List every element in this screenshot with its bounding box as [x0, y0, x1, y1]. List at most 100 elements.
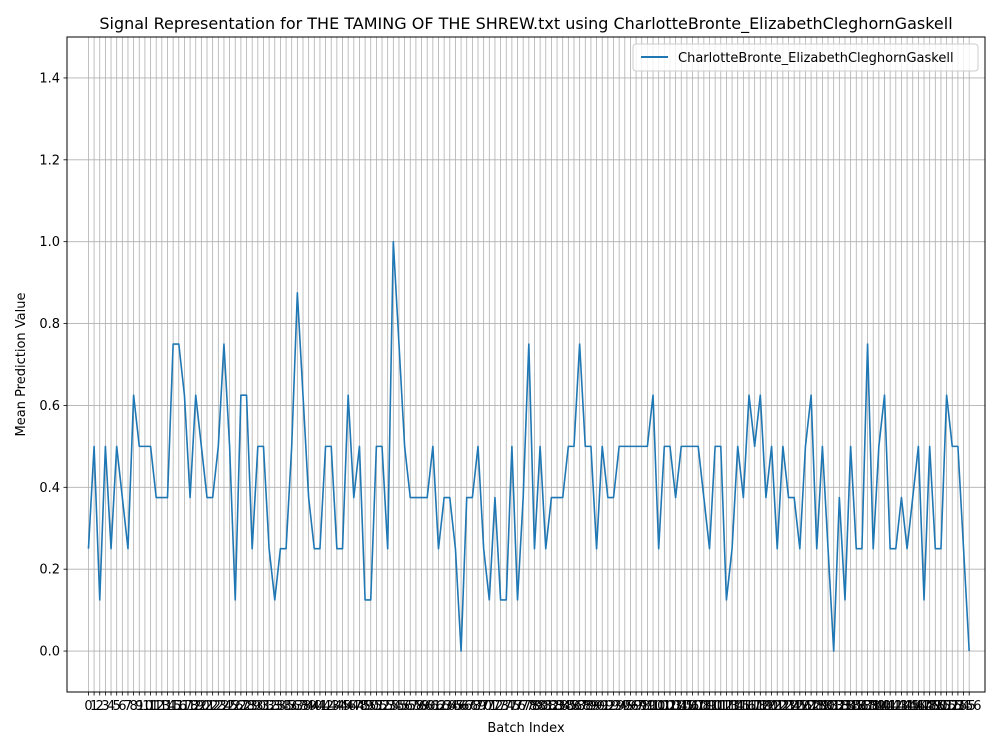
- x-tick-label: 134: [833, 699, 858, 714]
- x-tick-label: 124: [776, 699, 801, 714]
- x-tick-label: 30: [250, 699, 267, 714]
- x-tick-label: 121: [759, 699, 784, 714]
- x-tick-label: 103: [658, 699, 683, 714]
- x-tick-label: 58: [408, 699, 425, 714]
- y-tick-label: 1.0: [39, 235, 60, 250]
- x-tick-label: 128: [799, 699, 824, 714]
- x-tick-label: 66: [453, 699, 470, 714]
- grid-layer: [67, 37, 985, 692]
- x-tick-label: 7: [124, 699, 132, 714]
- x-tick-label: 93: [605, 699, 622, 714]
- x-tick-label: 1: [90, 699, 98, 714]
- x-tick-label: 105: [669, 699, 694, 714]
- x-tick-label: 96: [622, 699, 639, 714]
- x-tick-label: 111: [703, 699, 728, 714]
- x-tick-label: 132: [821, 699, 846, 714]
- x-tick-label: 76: [509, 699, 526, 714]
- x-tick-label: 114: [720, 699, 745, 714]
- x-tick-label: 138: [855, 699, 880, 714]
- x-tick-label: 69: [470, 699, 487, 714]
- x-tick-label: 25: [221, 699, 238, 714]
- x-tick-label: 38: [295, 699, 312, 714]
- x-tick-label: 13: [154, 699, 171, 714]
- legend-box: [632, 43, 979, 72]
- x-tick-label: 71: [481, 699, 498, 714]
- x-tick-label: 94: [611, 699, 628, 714]
- x-tick-label: 15: [165, 699, 182, 714]
- x-tick-label: 145: [895, 699, 920, 714]
- x-tick-label: 59: [413, 699, 430, 714]
- x-tick-label: 127: [793, 699, 818, 714]
- x-tick-label: 23: [210, 699, 227, 714]
- x-tick-label: 88: [577, 699, 594, 714]
- x-tick-label: 53: [379, 699, 396, 714]
- x-tick-label: 87: [571, 699, 588, 714]
- x-tick-label: 91: [594, 699, 611, 714]
- x-tick-label: 81: [537, 699, 554, 714]
- x-tick-label: 14: [159, 699, 176, 714]
- x-tick-label: 45: [334, 699, 351, 714]
- x-tick-label: 92: [600, 699, 617, 714]
- x-tick-label: 107: [680, 699, 705, 714]
- x-tick-label: 77: [515, 699, 532, 714]
- x-tick-label: 148: [912, 699, 937, 714]
- x-tick-label: 89: [583, 699, 600, 714]
- x-tick-label: 117: [737, 699, 762, 714]
- x-tick-label: 112: [708, 699, 733, 714]
- legend-label: CharlotteBronte_ElizabethCleghornGaskell: [678, 51, 954, 66]
- x-tick-label: 43: [323, 699, 340, 714]
- x-tick-label: 97: [628, 699, 645, 714]
- x-tick-label: 32: [261, 699, 278, 714]
- x-tick-label: 56: [396, 699, 413, 714]
- x-tick-label: 49: [357, 699, 374, 714]
- x-tick-label: 106: [674, 699, 699, 714]
- x-tick-label: 140: [866, 699, 891, 714]
- x-tick-label: 146: [900, 699, 925, 714]
- y-tick-label: 1.4: [39, 71, 60, 86]
- chart-title: Signal Representation for THE TAMING OF …: [99, 14, 952, 34]
- x-tick-label: 80: [532, 699, 549, 714]
- x-tick-label: 122: [765, 699, 790, 714]
- x-tick-label: 118: [742, 699, 767, 714]
- x-tick-label: 9: [135, 699, 143, 714]
- x-tick-label: 130: [810, 699, 835, 714]
- x-tick-label: 83: [549, 699, 566, 714]
- x-tick-label: 61: [425, 699, 442, 714]
- x-tick-label: 6: [118, 699, 126, 714]
- x-tick-label: 17: [176, 699, 193, 714]
- x-tick-label: 26: [227, 699, 244, 714]
- x-tick-label: 153: [940, 699, 965, 714]
- x-tick-label: 108: [686, 699, 711, 714]
- x-tick-label: 109: [691, 699, 716, 714]
- x-tick-label: 82: [543, 699, 560, 714]
- plot-frame: [66, 36, 986, 693]
- x-axis-label: Batch Index: [487, 721, 565, 736]
- y-tick-label: 0.6: [39, 399, 60, 414]
- x-tick-label: 126: [787, 699, 812, 714]
- x-tick-label: 0: [84, 699, 92, 714]
- x-tick-label: 152: [934, 699, 959, 714]
- y-tick-layer: 0.0 0.2 0.4 0.6 0.8 1.0 1.2 1.4: [39, 71, 67, 660]
- x-tick-label: 156: [957, 699, 982, 714]
- x-tick-label: 100: [641, 699, 666, 714]
- x-tick-label: 18: [182, 699, 199, 714]
- x-tick-label: 129: [804, 699, 829, 714]
- x-tick-label: 50: [362, 699, 379, 714]
- x-tick-label: 142: [878, 699, 903, 714]
- x-tick-label: 62: [430, 699, 447, 714]
- x-tick-label: 154: [945, 699, 970, 714]
- x-tick-label: 21: [199, 699, 216, 714]
- x-tick-label: 110: [697, 699, 722, 714]
- x-tick-label: 84: [554, 699, 571, 714]
- x-tick-label: 115: [725, 699, 750, 714]
- x-tick-label: 60: [419, 699, 436, 714]
- x-tick-label: 35: [278, 699, 295, 714]
- x-tick-label: 78: [521, 699, 538, 714]
- x-tick-label: 42: [317, 699, 334, 714]
- x-tick-label: 144: [889, 699, 914, 714]
- x-tick-label: 16: [171, 699, 188, 714]
- x-tick-label: 28: [238, 699, 255, 714]
- x-tick-label: 116: [731, 699, 756, 714]
- x-tick-label: 20: [193, 699, 210, 714]
